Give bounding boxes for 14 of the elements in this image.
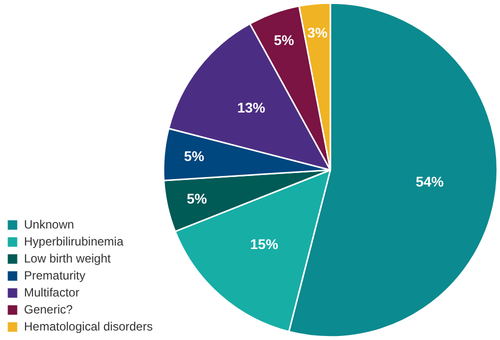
legend-label: Generic? (24, 302, 74, 316)
legend-label: Hyperbilirubinemia (24, 234, 124, 248)
data-label: 15% (250, 236, 279, 252)
data-label: 13% (237, 99, 266, 116)
legend-label: Hematological disorders (24, 319, 153, 334)
data-label: 5% (184, 148, 205, 164)
legend-label: Multifactor (24, 285, 80, 300)
data-label: 5% (274, 32, 295, 48)
legend-label: Prematurity (24, 268, 86, 282)
legend-label: Low birth weight (24, 251, 112, 266)
legend-label: Unknown (24, 217, 74, 232)
data-label: 54% (416, 173, 444, 190)
data-label: 5% (186, 190, 208, 207)
data-label: 3% (307, 24, 328, 41)
